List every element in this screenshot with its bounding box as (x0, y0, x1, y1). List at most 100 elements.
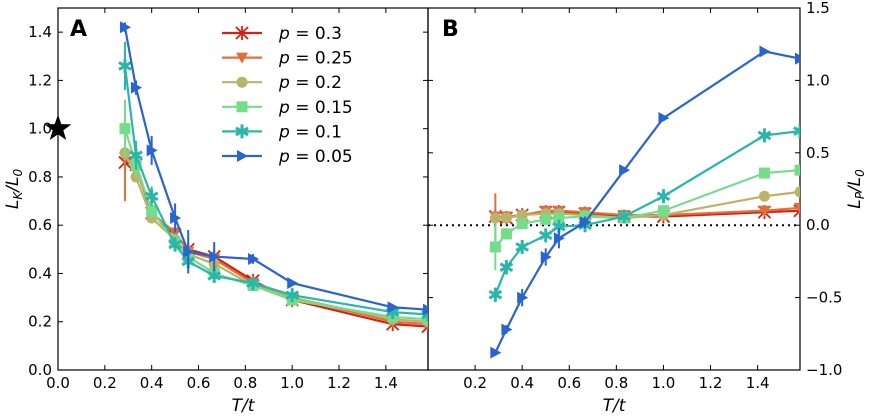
panel-b-data-point (759, 45, 771, 58)
panel-a-xtick-label: 0.6 (187, 374, 211, 392)
panel-b-data-point (516, 209, 528, 221)
reference-star-marker (44, 114, 72, 140)
panel-a-data-point (170, 211, 182, 224)
panel-b-data-point (553, 212, 565, 224)
panel-b-xtick-label: 1.4 (746, 374, 770, 392)
panel-b-data-point (516, 218, 528, 230)
panel-a-ytick-label: 0.8 (28, 168, 52, 186)
panel-b-data-point (758, 190, 770, 202)
panel-b-ytick-label: −0.5 (806, 289, 842, 307)
panel-b-data-point (488, 287, 503, 302)
panel-a-xlabel: T/t (232, 396, 256, 416)
panel-b-data-point (538, 228, 553, 243)
panel-b-data-point (540, 213, 552, 225)
panel-b-plot: 0.2 0.4 0.6 0.8 1.0 1.2 1.4 −1.0 −0.5 0.0 0.5 1.0 1.… (428, 0, 842, 392)
panel-a-data-point (119, 21, 131, 34)
panel-b-data-point (657, 205, 669, 217)
panel-b-series-5 (490, 45, 800, 359)
panel-a-ytick-label: 1.2 (28, 71, 52, 89)
panel-a-data-point (169, 227, 182, 239)
panel-b-data-point (553, 232, 565, 245)
panel-a-data-point (248, 252, 260, 265)
panel-b-series-line (495, 190, 800, 220)
panel-a-series-line (123, 27, 428, 311)
panel-a-letter: A (70, 17, 87, 42)
panel-b-xtick-label: 0.6 (557, 374, 581, 392)
panel-a-series-1 (118, 114, 428, 331)
panel-b-xtick-label: 0.8 (604, 374, 628, 392)
panel-b-data-point (500, 212, 512, 224)
panel-a-data-point (422, 313, 428, 325)
panel-b-data-point (580, 216, 592, 229)
panel-a-data-point (423, 303, 428, 316)
panel-a-series-4 (118, 41, 428, 322)
panel-a-data-point (130, 81, 142, 94)
panel-b-data-point (758, 205, 771, 217)
panel-b-series-4 (488, 124, 800, 302)
panel-a-data-point (287, 277, 299, 290)
panel-a-data-point (207, 268, 222, 283)
panel-b-data-point (794, 202, 800, 214)
legend-marker (235, 26, 249, 40)
panel-b-ytick-label: 0.5 (806, 144, 830, 162)
panel-b-data-point (793, 203, 800, 218)
panel-b-letter: B (442, 17, 459, 42)
panel-b-data-point (619, 164, 631, 177)
panel-a-xtick-label: 1.0 (280, 374, 304, 392)
legend-marker (235, 124, 249, 139)
panel-a-ytick-label: 0.0 (28, 361, 52, 379)
panel-b-data-point (540, 251, 552, 264)
panel-a-ytick-label: 0.4 (28, 264, 52, 282)
panel-b-data-point (489, 241, 501, 253)
panel-b-ylabel: LP/L0 (845, 169, 867, 209)
panel-a-xtick-label: 0.2 (93, 374, 117, 392)
panel-a-data-point (209, 250, 221, 263)
panel-a-ytick-label: 0.6 (28, 216, 52, 234)
panel-b-data-point (795, 52, 800, 65)
panel-a-series-group (118, 21, 428, 334)
panel-b-series-line (494, 129, 800, 296)
legend-label: p = 0.25 (278, 49, 353, 69)
panel-a-xtick-label: 1.2 (327, 374, 351, 392)
panel-b-data-point (656, 189, 671, 204)
panel-b-xtick-label: 0.2 (463, 374, 487, 392)
legend-marker (236, 76, 248, 88)
panel-a-xtick-label: 1.4 (374, 374, 398, 392)
panel-a-xtick-label: 0.4 (140, 374, 164, 392)
panel-b-data-point (794, 164, 800, 176)
legend-item: p = 0.3 (222, 24, 342, 44)
panel-b-xlabel: T/t (603, 396, 627, 416)
panel-a-series-2 (119, 145, 428, 328)
panel-b-data-point (489, 212, 501, 224)
legend-item: p = 0.2 (222, 73, 342, 93)
panel-b-data-point (490, 346, 502, 359)
legend-marker (236, 52, 248, 64)
panel-a-data-point (119, 123, 131, 135)
legend-label: p = 0.2 (278, 73, 342, 93)
panel-a-series-line (123, 65, 428, 316)
panel-a-data-point (387, 301, 399, 314)
panel-b-xtick-label: 1.0 (652, 374, 676, 392)
legend-item: p = 0.05 (222, 147, 353, 167)
panel-a-ytick-label: 1.4 (28, 23, 52, 41)
legend-label: p = 0.3 (278, 24, 342, 44)
legend-label: p = 0.1 (278, 122, 342, 142)
panel-a-data-point (146, 144, 158, 157)
panel-b-data-point (499, 260, 514, 275)
legend-label: p = 0.05 (278, 147, 353, 167)
panel-a-ytick-label: 0.2 (28, 313, 52, 331)
panel-b-data-point (793, 124, 800, 139)
panel-b-ytick-label: 0.0 (806, 216, 830, 234)
panel-a-data-point (285, 288, 299, 303)
panel-a-data-point (168, 237, 182, 252)
panel-b-ytick-label: 1.0 (806, 71, 830, 89)
panel-b-data-point (500, 228, 512, 240)
panel-a-data-point (144, 189, 159, 204)
panel-b-series-group (488, 45, 800, 359)
panel-a-data-point (146, 205, 158, 217)
panel-a-data-point (183, 245, 195, 258)
panel-a-xtick-label: 0.0 (46, 374, 70, 392)
panel-a-data-point (246, 276, 260, 291)
panel-b-series-line (494, 169, 800, 248)
